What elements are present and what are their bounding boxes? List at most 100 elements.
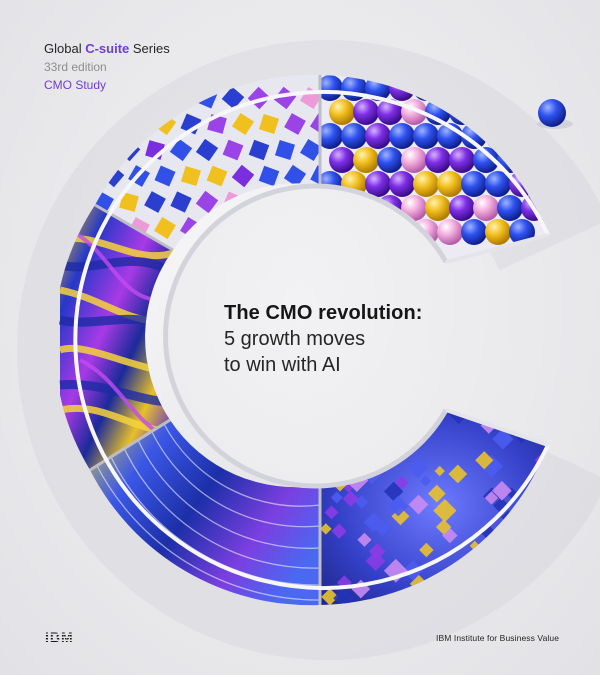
gem bbox=[321, 441, 340, 460]
gem bbox=[354, 495, 369, 509]
cube bbox=[274, 191, 296, 213]
ball bbox=[413, 171, 439, 197]
ball bbox=[437, 171, 463, 197]
cube bbox=[195, 138, 219, 162]
gem bbox=[448, 464, 468, 484]
cube bbox=[231, 164, 255, 188]
cube bbox=[231, 216, 255, 240]
gem bbox=[341, 426, 352, 437]
gem bbox=[330, 491, 343, 504]
ball bbox=[329, 147, 355, 173]
gem bbox=[427, 484, 446, 503]
cube bbox=[231, 112, 255, 136]
cube bbox=[170, 191, 192, 213]
ball bbox=[353, 147, 379, 173]
cube bbox=[284, 217, 306, 239]
cube bbox=[206, 165, 228, 187]
cube bbox=[300, 139, 320, 161]
cube bbox=[154, 217, 176, 239]
series-label: Global C-suite Series bbox=[44, 41, 170, 56]
cube bbox=[258, 165, 280, 187]
gem bbox=[362, 421, 383, 442]
ball bbox=[329, 99, 355, 125]
cube bbox=[144, 191, 166, 213]
ball bbox=[320, 75, 343, 101]
ball bbox=[437, 219, 463, 245]
cube bbox=[222, 139, 244, 161]
headline-subtitle-line2: to win with AI bbox=[224, 354, 341, 376]
gem bbox=[391, 410, 406, 424]
gem bbox=[434, 465, 445, 477]
cube bbox=[309, 216, 320, 240]
ball bbox=[509, 75, 535, 101]
ball bbox=[473, 195, 499, 221]
gem bbox=[322, 420, 343, 441]
gem bbox=[366, 410, 391, 418]
ball bbox=[485, 219, 511, 245]
ball bbox=[473, 147, 499, 173]
gem bbox=[365, 551, 386, 571]
headline-title: The CMO revolution: bbox=[224, 302, 423, 324]
gem bbox=[374, 520, 391, 537]
ball bbox=[449, 195, 475, 221]
cube bbox=[257, 216, 281, 240]
ball bbox=[425, 147, 451, 173]
gem bbox=[442, 527, 458, 544]
gem bbox=[433, 499, 457, 523]
gem bbox=[369, 441, 393, 465]
series-accent: C-suite bbox=[85, 41, 130, 56]
ball bbox=[389, 123, 415, 149]
series-block: Global C-suite Series 33rd edition CMO S… bbox=[44, 40, 170, 94]
gem bbox=[324, 505, 339, 520]
ball bbox=[353, 99, 379, 125]
gem bbox=[484, 491, 499, 505]
cube bbox=[258, 113, 280, 135]
gem bbox=[354, 436, 372, 454]
gem bbox=[408, 494, 429, 515]
cube bbox=[274, 139, 296, 161]
gem bbox=[398, 415, 411, 428]
gem bbox=[395, 475, 409, 490]
ball bbox=[461, 171, 487, 197]
cube bbox=[283, 164, 307, 188]
gem bbox=[331, 523, 347, 539]
institute-label: IBM Institute for Business Value bbox=[436, 633, 560, 643]
ball bbox=[449, 147, 475, 173]
ball bbox=[425, 195, 451, 221]
headline: The CMO revolution: 5 growth moves to wi… bbox=[224, 300, 423, 378]
ball bbox=[329, 195, 355, 221]
cube bbox=[310, 165, 320, 187]
gem bbox=[419, 542, 434, 558]
cube bbox=[300, 191, 320, 213]
headline-subtitle-line1: 5 growth moves bbox=[224, 328, 366, 350]
gem bbox=[523, 410, 538, 417]
ball bbox=[365, 171, 391, 197]
gem bbox=[391, 420, 407, 435]
cube bbox=[284, 113, 306, 135]
loose-blue-ball bbox=[538, 99, 566, 127]
gem bbox=[391, 507, 410, 526]
cube bbox=[309, 112, 320, 136]
cube bbox=[195, 190, 219, 214]
ball bbox=[377, 147, 403, 173]
ball bbox=[341, 123, 367, 149]
ball bbox=[485, 171, 511, 197]
gem bbox=[491, 480, 512, 501]
edition-label: 33rd edition bbox=[44, 60, 107, 74]
gem bbox=[387, 495, 409, 517]
gem bbox=[420, 475, 432, 487]
ball bbox=[401, 147, 427, 173]
ball bbox=[377, 99, 403, 125]
cube bbox=[119, 192, 139, 212]
gem bbox=[363, 512, 384, 532]
ball bbox=[320, 219, 343, 245]
gem bbox=[321, 588, 339, 605]
gem bbox=[372, 410, 388, 423]
gem bbox=[320, 523, 332, 535]
gem bbox=[337, 410, 355, 414]
cube bbox=[154, 165, 176, 187]
cube bbox=[248, 139, 270, 161]
ball bbox=[320, 123, 343, 149]
gem bbox=[343, 447, 361, 465]
gem bbox=[407, 456, 429, 479]
